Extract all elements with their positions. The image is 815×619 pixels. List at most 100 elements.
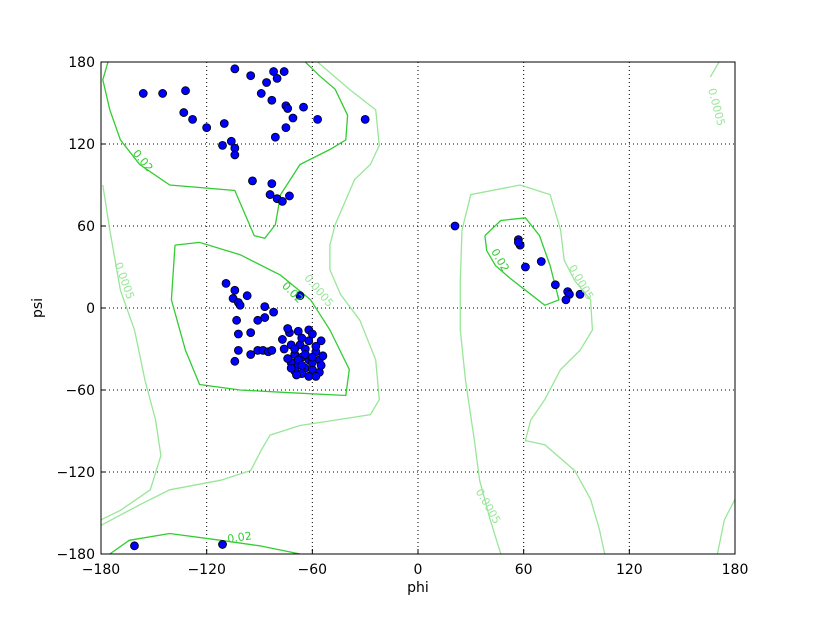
point [316, 336, 326, 346]
plot-frame [100, 61, 736, 555]
point [246, 328, 256, 338]
contour-line [170, 241, 350, 397]
point [130, 541, 139, 551]
point [226, 136, 236, 146]
point [450, 221, 460, 231]
point [285, 191, 294, 201]
x-tick-label: 0 [414, 562, 423, 578]
point [219, 119, 229, 128]
x-axis-label: phi [407, 580, 429, 596]
point [575, 289, 585, 299]
point [290, 344, 300, 354]
point [235, 300, 245, 310]
point [269, 307, 278, 317]
x-tick-label: 60 [515, 562, 533, 578]
point [202, 123, 212, 132]
point [260, 302, 270, 312]
point [283, 354, 293, 363]
point [561, 295, 571, 305]
point [360, 115, 370, 124]
contour-line [484, 217, 560, 307]
point [230, 64, 240, 74]
contour-label: 0.02 [226, 529, 252, 545]
point [158, 89, 168, 98]
point [297, 333, 307, 343]
x-tick-label: 120 [616, 562, 643, 578]
point [277, 335, 287, 344]
point [242, 291, 252, 301]
y-tick-label: 180 [68, 55, 95, 71]
point [307, 329, 317, 339]
point [313, 115, 323, 124]
point [262, 78, 271, 87]
point [260, 313, 270, 322]
y-tick-label: −180 [57, 547, 95, 563]
point [232, 315, 242, 325]
y-tick-label: −60 [65, 383, 95, 399]
point [181, 86, 190, 96]
point [281, 123, 291, 132]
contours [101, 62, 735, 554]
point [299, 102, 308, 112]
contour-line [101, 184, 162, 521]
point [233, 345, 243, 355]
contour-line [716, 499, 735, 554]
point [316, 360, 326, 370]
contour-line [709, 62, 720, 78]
y-axis-label: psi [30, 298, 46, 318]
x-tick-label: −60 [298, 562, 328, 578]
point [265, 190, 275, 199]
point [230, 285, 240, 295]
point [188, 115, 197, 124]
contour-line [109, 532, 301, 554]
point [293, 326, 303, 336]
point [179, 108, 189, 117]
point [256, 89, 266, 98]
x-tick-label: −120 [187, 562, 225, 578]
point [221, 278, 231, 288]
contour-line [101, 62, 380, 526]
point [550, 280, 560, 290]
point [267, 345, 277, 355]
point [272, 74, 282, 83]
point [318, 351, 328, 361]
point [311, 371, 321, 381]
point [311, 341, 321, 351]
point [277, 196, 287, 206]
y-tick-label: −120 [57, 465, 95, 481]
point [295, 291, 305, 301]
point [218, 540, 227, 549]
point [279, 67, 289, 76]
y-tick-label: 60 [77, 219, 95, 235]
point [513, 237, 523, 247]
point [267, 95, 277, 105]
point [288, 113, 298, 123]
contour-line [102, 62, 349, 240]
x-tick-label: −180 [82, 562, 120, 578]
point [292, 370, 301, 380]
point [283, 324, 293, 333]
point [307, 352, 317, 362]
x-tick-label: 180 [722, 562, 749, 578]
point [279, 344, 289, 354]
point [246, 350, 256, 359]
y-tick-label: 120 [68, 137, 95, 153]
point [230, 150, 240, 160]
point [233, 329, 243, 339]
point [536, 257, 546, 266]
point [138, 89, 148, 98]
point [267, 179, 277, 189]
point [218, 140, 227, 150]
point [286, 363, 296, 373]
point [297, 360, 307, 370]
point [230, 356, 240, 366]
point [283, 104, 293, 113]
point [270, 132, 280, 142]
point [248, 176, 257, 186]
contour-line [459, 184, 606, 554]
points [130, 64, 585, 551]
point [521, 262, 530, 272]
y-tick-label: 0 [86, 301, 95, 317]
